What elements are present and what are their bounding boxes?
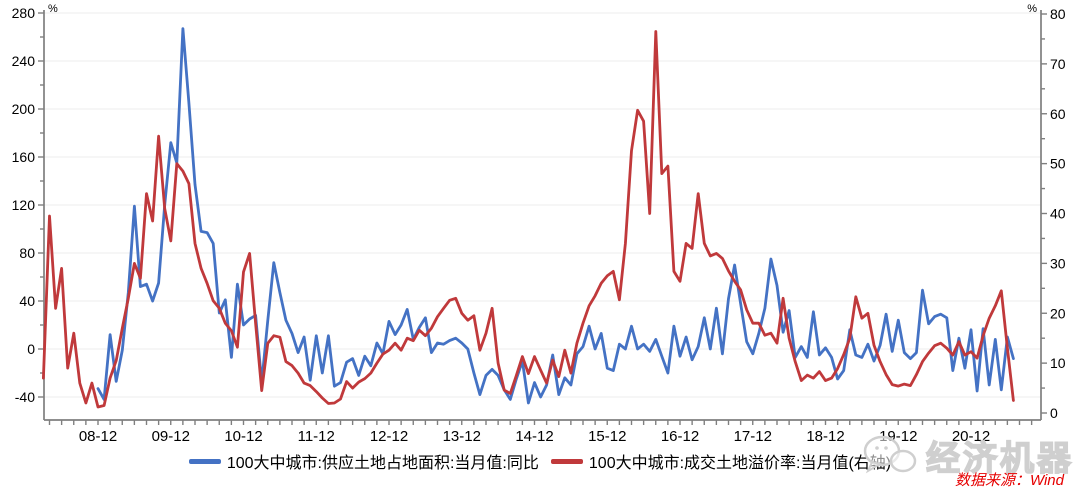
svg-text:0: 0 (1050, 405, 1058, 421)
svg-text:200: 200 (12, 101, 36, 117)
svg-text:13-12: 13-12 (443, 428, 481, 445)
svg-text:16-12: 16-12 (661, 428, 699, 445)
svg-text:09-12: 09-12 (152, 428, 190, 445)
svg-text:11-12: 11-12 (298, 428, 335, 445)
svg-text:20: 20 (1050, 305, 1066, 321)
data-source-credit: 数据来源：Wind (954, 472, 1064, 489)
wechat-logo-icon (863, 435, 917, 473)
svg-text:80: 80 (1050, 6, 1066, 22)
supply-land-area-yoy-line (96, 27, 1015, 405)
legend-label: 100大中城市:供应土地占地面积:当月值:同比 (226, 455, 539, 472)
svg-text:160: 160 (12, 149, 36, 165)
svg-text:70: 70 (1050, 56, 1066, 72)
svg-text:60: 60 (1050, 106, 1066, 122)
svg-text:08-12: 08-12 (79, 428, 117, 445)
gridlines (44, 12, 1041, 398)
x-axis: 08-12 09-12 10-12 11-12 12-12 13-12 14-12 15-12… (48, 420, 1033, 445)
svg-text:18-12: 18-12 (806, 428, 844, 445)
svg-text:-40: -40 (15, 389, 35, 405)
svg-text:10: 10 (1050, 355, 1066, 371)
svg-text:17-12: 17-12 (734, 428, 772, 445)
svg-text:10-12: 10-12 (224, 428, 262, 445)
svg-text:15-12: 15-12 (588, 428, 626, 445)
svg-text:%: % (1027, 3, 1037, 15)
svg-text:12-12: 12-12 (370, 428, 408, 445)
svg-text:80: 80 (19, 245, 35, 261)
legend-item-premium-rate: 100大中城市:成交土地溢价率:当月值(右轴) (550, 449, 892, 473)
svg-text:280: 280 (12, 5, 36, 21)
legend: 100大中城市:供应土地占地面积:当月值:同比 100大中城市:成交土地溢价率:… (0, 449, 1080, 473)
svg-text:30: 30 (1050, 255, 1066, 271)
watermark-logo: 经济机器 (858, 431, 1074, 480)
svg-text:40: 40 (19, 293, 35, 309)
y-axis-right: 0 10 20 30 40 50 60 70 80% (1027, 3, 1066, 421)
svg-text:14-12: 14-12 (515, 428, 553, 445)
y-axis-left: -40 0 40 80 120 160 200 240 280% (12, 3, 58, 405)
svg-text:240: 240 (12, 53, 36, 69)
svg-text:20-12: 20-12 (952, 428, 990, 445)
legend-item-supply-land-area: 100大中城市:供应土地占地面积:当月值:同比 (188, 449, 539, 473)
svg-text:%: % (48, 3, 58, 15)
svg-text:0: 0 (27, 341, 35, 357)
land-premium-rate-line (42, 30, 1015, 409)
dual-axis-line-chart: -40 0 40 80 120 160 200 240 280 % 0 10 20 30 40 50 60 70 8… (12, 3, 1066, 445)
blue-line-swatch (188, 458, 221, 464)
axes (43, 10, 1042, 421)
svg-text:120: 120 (12, 197, 36, 213)
svg-text:40: 40 (1050, 206, 1066, 222)
legend-label: 100大中城市:成交土地溢价率:当月值(右轴) (588, 455, 892, 472)
red-line-swatch (550, 458, 583, 464)
watermark-text: 经济机器 (925, 439, 1074, 479)
svg-text:50: 50 (1050, 156, 1066, 172)
